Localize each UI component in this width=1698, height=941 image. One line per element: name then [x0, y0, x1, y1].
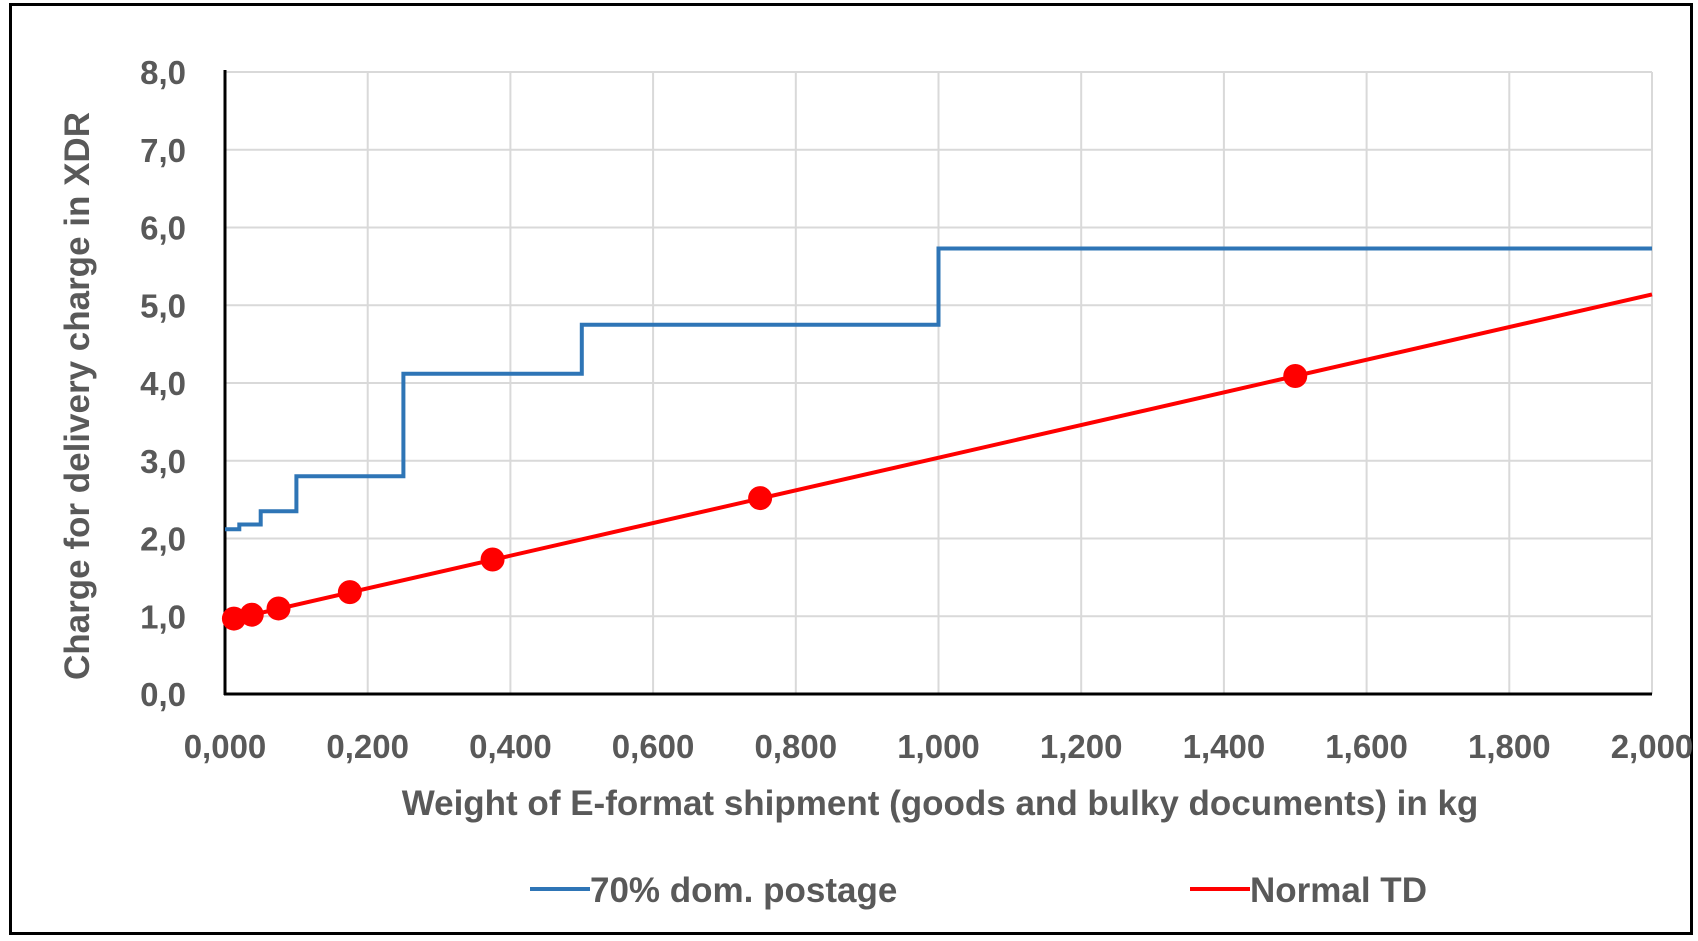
data-point-normal-td	[337, 580, 362, 605]
series-line-70-dom-postage	[225, 246, 1652, 532]
x-tick-label: 1,400	[1183, 728, 1266, 765]
data-point-normal-td	[266, 596, 291, 621]
data-point-normal-td	[480, 547, 505, 572]
y-tick-label: 4,0	[140, 365, 186, 402]
x-axis-title: Weight of E-format shipment (goods and b…	[402, 784, 1479, 823]
series-layer	[221, 246, 1653, 631]
x-tick-label: 1,000	[897, 728, 980, 765]
y-tick-label: 2,0	[140, 521, 186, 558]
data-point-normal-td	[239, 602, 264, 627]
legend-label-normal-td: Normal TD	[1250, 871, 1427, 910]
y-tick-label: 7,0	[140, 132, 186, 169]
x-tick-label: 1,600	[1325, 728, 1408, 765]
y-tick-label: 8,0	[140, 54, 186, 91]
y-tick-label: 5,0	[140, 287, 186, 324]
x-tick-label: 0,800	[755, 728, 838, 765]
x-tick-label: 1,800	[1468, 728, 1551, 765]
data-point-normal-td	[748, 486, 773, 511]
x-tick-label: 2,000	[1611, 728, 1694, 765]
legend-label-70-dom-postage: 70% dom. postage	[590, 871, 897, 910]
data-point-normal-td	[221, 606, 246, 631]
data-point-normal-td	[1283, 364, 1308, 389]
axes	[223, 70, 1652, 696]
x-tick-label: 1,200	[1040, 728, 1123, 765]
y-tick-label: 3,0	[140, 443, 186, 480]
grid-lines	[225, 71, 1653, 694]
legend: 70% dom. postage Normal TD	[530, 871, 1427, 910]
x-tick-label: 0,000	[184, 728, 267, 765]
y-tick-label: 1,0	[140, 598, 186, 635]
chart-frame	[9, 3, 1693, 935]
series-line-normal-td	[231, 292, 1653, 622]
x-tick-label: 0,600	[612, 728, 695, 765]
x-tick-label: 0,200	[326, 728, 409, 765]
tick-labels: 0,0 1,0 2,0 3,0 4,0 5,0 6,0 7,0 8,0 0,000 0,200 0,4…	[140, 54, 1693, 765]
x-tick-label: 0,400	[469, 728, 552, 765]
y-tick-label: 6,0	[140, 210, 186, 247]
y-axis-title: Charge for delivery charge in XDR	[58, 112, 97, 680]
y-tick-label: 0,0	[140, 676, 186, 713]
